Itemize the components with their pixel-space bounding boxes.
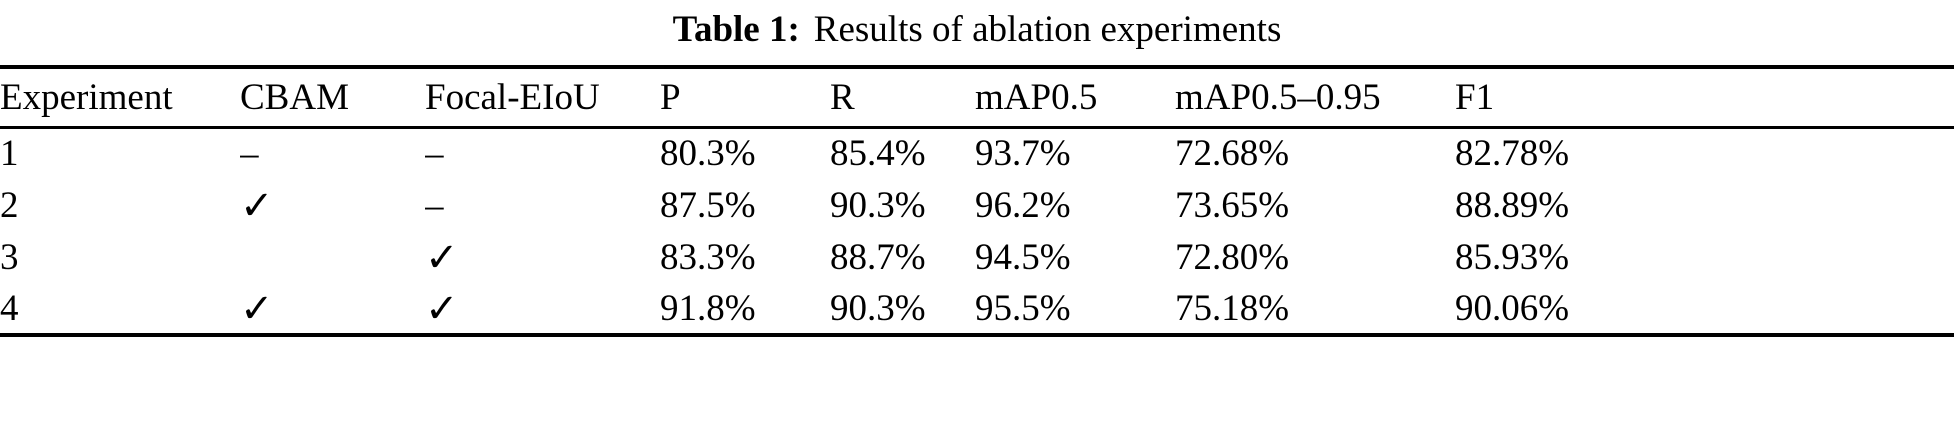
- table-cell: 3: [0, 236, 19, 278]
- dash-cell: –: [240, 133, 259, 175]
- table-cell: 90.3%: [830, 283, 975, 337]
- table-cell: 4: [0, 283, 240, 337]
- column-header-r: R: [830, 65, 975, 129]
- table-cell: 93.7%: [975, 133, 1071, 175]
- table-row: 3 ✓ 83.3% 88.7% 94.5% 72.80% 85.93%: [0, 231, 1954, 283]
- table-cell: 95.5%: [975, 283, 1175, 337]
- table-caption-label: Table 1:: [672, 9, 800, 50]
- table-row: 2 ✓ – 87.5% 90.3% 96.2% 73.65% 88.89%: [0, 179, 1954, 231]
- dash-cell: –: [425, 184, 444, 226]
- table-cell: 90.06%: [1455, 283, 1954, 337]
- header-row: Experiment CBAM Focal-EIoU P R mAP0.5 mA…: [0, 65, 1954, 129]
- table-cell: [240, 231, 425, 283]
- table-cell: 72.68%: [1175, 133, 1290, 175]
- table-cell: 87.5%: [660, 184, 756, 226]
- column-header-cbam: CBAM: [240, 65, 425, 129]
- checkmark-icon: ✓: [240, 283, 425, 337]
- table-cell: 83.3%: [660, 236, 756, 278]
- column-header-experiment: Experiment: [0, 65, 240, 129]
- table-cell: 72.80%: [1175, 236, 1290, 278]
- table-cell: 73.65%: [1175, 184, 1290, 226]
- column-header-map05: mAP0.5: [975, 65, 1175, 129]
- table-cell: 96.2%: [975, 184, 1071, 226]
- table-cell: 2: [0, 184, 19, 226]
- table-cell: 85.4%: [830, 133, 926, 175]
- table-cell: 90.3%: [830, 184, 926, 226]
- table-cell: 80.3%: [660, 133, 756, 175]
- checkmark-icon: ✓: [240, 182, 274, 228]
- table-cell: 1: [0, 133, 19, 175]
- table-row: 1 – – 80.3% 85.4% 93.7% 72.68% 82.78%: [0, 127, 1954, 179]
- table-cell: 75.18%: [1175, 283, 1455, 337]
- ablation-results-table: Experiment CBAM Focal-EIoU P R mAP0.5 mA…: [0, 65, 1954, 337]
- table-caption: Table 1: Results of ablation experiments: [0, 0, 1954, 65]
- table-caption-text: Results of ablation experiments: [813, 9, 1282, 50]
- column-header-f1: F1: [1455, 65, 1954, 129]
- column-header-map05-095: mAP0.5–0.95: [1175, 65, 1455, 129]
- column-header-p: P: [660, 65, 830, 129]
- column-header-focal-eiou: Focal-EIoU: [425, 65, 660, 129]
- table-row: 4 ✓ ✓ 91.8% 90.3% 95.5% 75.18% 90.06%: [0, 283, 1954, 337]
- table-cell: 85.93%: [1455, 236, 1570, 278]
- table-cell: 94.5%: [975, 236, 1071, 278]
- table-cell: 91.8%: [660, 283, 830, 337]
- table-cell: 82.78%: [1455, 133, 1570, 175]
- checkmark-icon: ✓: [425, 234, 459, 280]
- table-cell: 88.7%: [830, 236, 926, 278]
- checkmark-icon: ✓: [425, 283, 660, 337]
- table-cell: 88.89%: [1455, 184, 1570, 226]
- dash-cell: –: [425, 133, 444, 175]
